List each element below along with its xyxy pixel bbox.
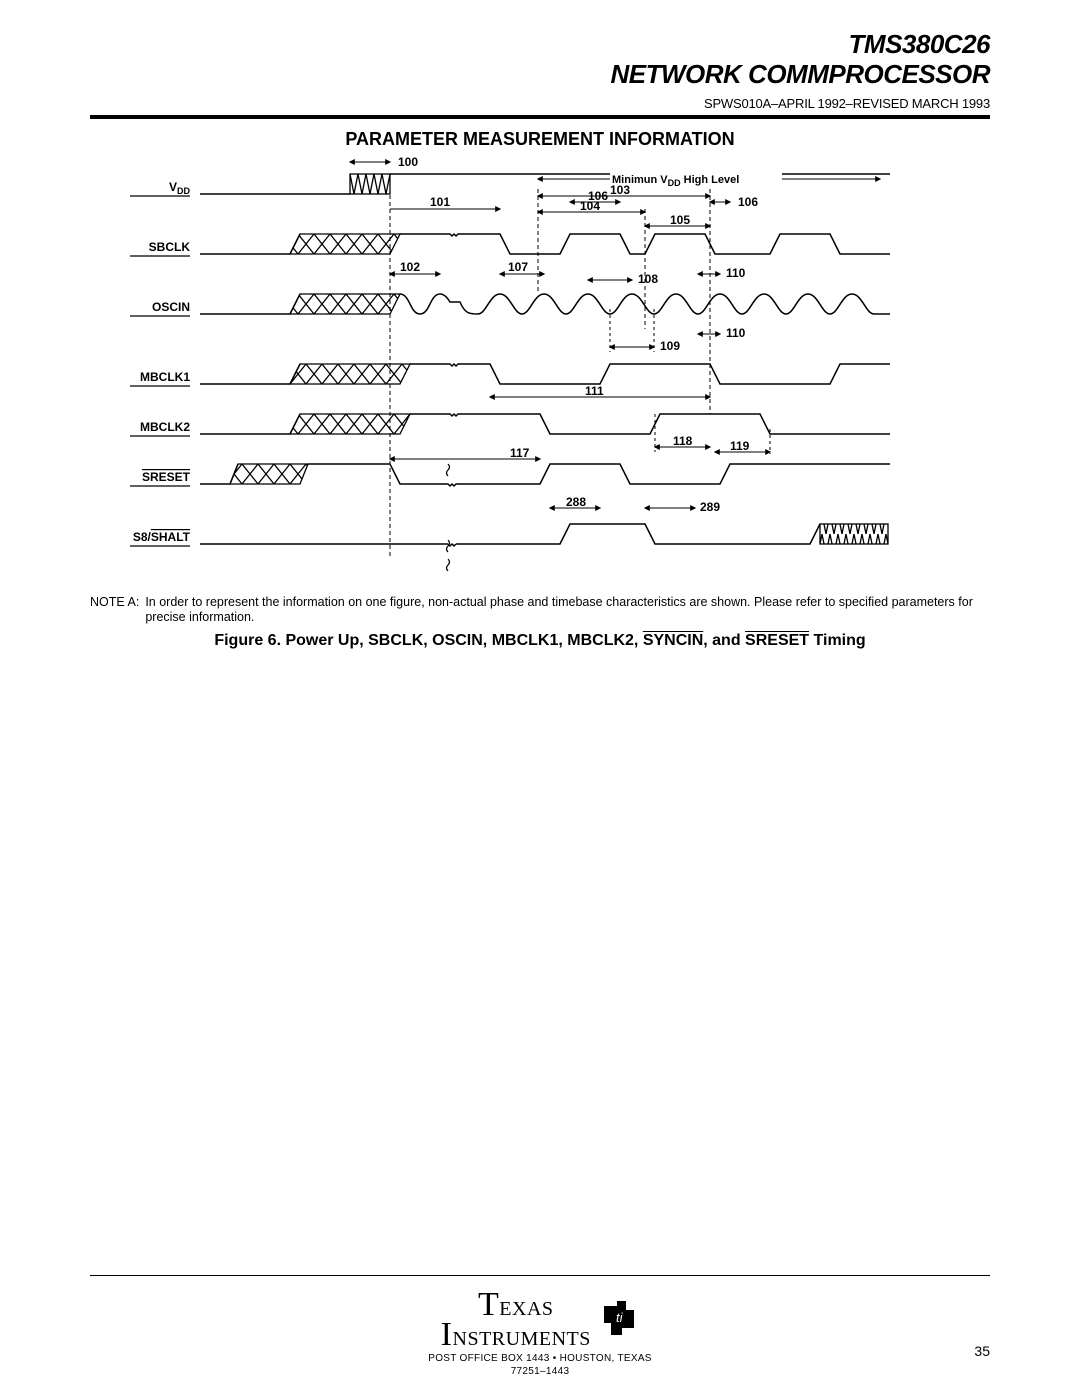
signal-label-mbclk2: MBCLK2 [140, 420, 190, 434]
svg-text:111: 111 [585, 384, 604, 398]
note-a: NOTE A: In order to represent the inform… [90, 595, 990, 626]
s8shalt-wave: 288 289 [200, 495, 888, 546]
svg-text:ti: ti [616, 1310, 624, 1325]
svg-text:106: 106 [588, 189, 608, 203]
svg-text:110: 110 [726, 266, 746, 280]
note-text: In order to represent the information on… [145, 595, 990, 626]
svg-text:103: 103 [610, 183, 630, 197]
signal-label-oscin: OSCIN [152, 300, 190, 314]
signal-label-sreset: SRESET [142, 470, 191, 484]
svg-text:105: 105 [670, 213, 690, 227]
vdd-wave: 100 Minimun VDD High Level [200, 155, 890, 559]
timing-diagram: VDDSBCLKOSCINMBCLK1MBCLK2SRESETS8/SHALT … [90, 154, 990, 589]
ti-chip-icon: ti [599, 1298, 639, 1338]
svg-text:119: 119 [730, 439, 750, 453]
note-label: NOTE A: [90, 595, 145, 626]
mbclk1-wave: 111 [200, 364, 890, 398]
signal-label-sbclk: SBCLK [149, 240, 191, 254]
svg-text:110: 110 [726, 326, 746, 340]
doc-id: SPWS010A–APRIL 1992–REVISED MARCH 1993 [90, 96, 990, 111]
ti-logo: Texas Instruments ti [90, 1290, 990, 1351]
signal-label-vdd: VDD [169, 180, 191, 196]
svg-text:106: 106 [738, 195, 758, 209]
svg-text:107: 107 [508, 260, 528, 274]
figure-caption: Figure 6. Power Up, SBCLK, OSCIN, MBCLK1… [90, 632, 990, 650]
signal-label-s8shalt: S8/SHALT [133, 530, 191, 544]
svg-text:118: 118 [673, 434, 693, 448]
footer-addr2: 77251–1443 [90, 1366, 990, 1377]
section-title: PARAMETER MEASUREMENT INFORMATION [90, 129, 990, 150]
title-line2: NETWORK COMMPROCESSOR [611, 59, 991, 89]
svg-text:102: 102 [400, 260, 420, 274]
page-number: 35 [974, 1343, 990, 1359]
svg-text:109: 109 [660, 339, 680, 353]
svg-text:117: 117 [510, 446, 530, 460]
svg-text:288: 288 [566, 495, 586, 509]
oscin-wave: 102 107 108 110 109 110 [200, 260, 890, 353]
footer-addr1: POST OFFICE BOX 1443 • HOUSTON, TEXAS [90, 1353, 990, 1364]
title-line1: TMS380C26 [849, 29, 990, 59]
mbclk2-wave: 118 119 [200, 414, 890, 453]
svg-text:100: 100 [398, 155, 418, 169]
header-rule [90, 115, 990, 119]
svg-text:289: 289 [700, 500, 720, 514]
signal-label-mbclk1: MBCLK1 [140, 370, 190, 384]
svg-text:108: 108 [638, 272, 658, 286]
doc-title: TMS380C26 NETWORK COMMPROCESSOR [90, 30, 990, 90]
svg-text:101: 101 [430, 195, 450, 209]
